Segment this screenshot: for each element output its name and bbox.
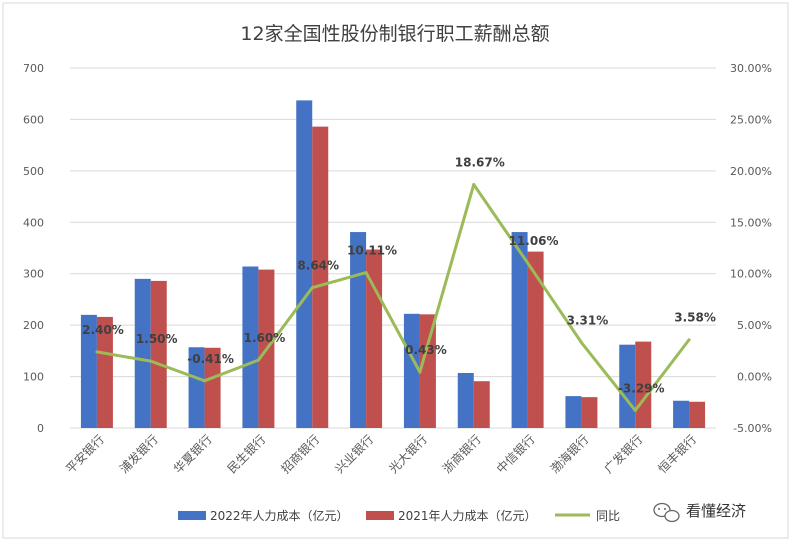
y-tick-label: 500 [23,165,44,178]
bar-2022 [403,313,420,428]
yoy-line [95,183,691,412]
yoy-point [203,379,207,383]
yoy-data-label: 1.60% [244,331,286,345]
bar-2021 [312,126,329,428]
y2-tick-label: 10.00% [730,268,772,281]
yoy-data-label: 0.43% [405,343,447,357]
yoy-point [310,286,314,290]
y2-tick-label: 30.00% [730,62,772,75]
yoy-point [256,358,260,362]
yoy-data-label: 2.40% [82,323,124,337]
y-axis-right: -5.00% 0.00% 5.00% 10.00% 15.00% 20.00% 25.00%… [730,62,772,435]
bar-2021 [689,401,706,428]
yoy-point [633,408,637,412]
y-tick-label: 700 [23,62,44,75]
legend-label-2022: 2022年人力成本（亿元） [210,508,349,523]
yoy-point [95,350,99,354]
bar-2022 [511,232,528,428]
yoy-data-label: 3.58% [674,311,716,325]
yoy-data-label: 1.50% [136,332,178,346]
y2-tick-label: 5.00% [737,319,772,332]
bar-2021 [96,316,113,428]
bar-2022 [350,232,367,428]
y2-tick-label: 0.00% [737,371,772,384]
yoy-data-label: 10.11% [347,244,397,258]
yoy-data-label: 3.31% [567,314,609,328]
yoy-point [364,271,368,275]
legend-swatch-2021 [366,511,394,520]
chart-border [2,2,789,539]
bar-2022 [673,400,690,428]
bar-2022 [134,278,151,428]
yoy-point [149,359,153,363]
yoy-point [472,183,476,187]
bar-2022 [296,100,313,429]
bar-2022 [188,347,205,428]
yoy-data-label: 18.67% [455,156,505,170]
yoy-line-path [96,183,691,412]
yoy-data-label: 8.64% [297,259,339,273]
yoy-data-label: 11.06% [509,234,559,248]
bar-2021 [473,381,490,428]
watermark: 看懂经济 [653,502,746,523]
y-tick-label: 200 [23,319,44,332]
legend-label-yoy: 同比 [596,509,620,523]
bar-2021 [204,347,221,428]
legend-label-2021: 2021年人力成本（亿元） [398,508,537,523]
yoy-point [418,370,422,374]
watermark-text: 看懂经济 [686,502,746,520]
y-tick-label: 100 [23,371,44,384]
bar-2022 [242,266,259,428]
yoy-data-label: -3.29% [618,381,665,395]
y2-tick-label: -5.00% [733,422,772,435]
legend: 2022年人力成本（亿元） 2021年人力成本（亿元） 同比 [178,508,620,523]
chart-title: 12家全国性股份制银行职工薪酬总额 [240,23,549,45]
yoy-data-label: -0.41% [187,352,234,366]
bars [80,100,706,429]
bar-2022 [457,372,474,428]
yoy-point [526,261,530,265]
bar-2022 [565,396,582,428]
y2-tick-label: 20.00% [730,165,772,178]
y-tick-label: 0 [37,422,44,435]
yoy-point [579,341,583,345]
bar-2021 [150,280,167,428]
wechat-icon [653,502,680,523]
bar-2022 [80,314,97,428]
bar-2021 [527,251,544,428]
y-tick-label: 300 [23,268,44,281]
y-tick-label: 600 [23,113,44,126]
y2-tick-label: 15.00% [730,216,772,229]
y-tick-label: 400 [23,216,44,229]
bar-2021 [419,314,436,428]
yoy-point [687,338,691,342]
y2-tick-label: 25.00% [730,113,772,126]
y-axis-left: 0 100 200 300 400 500 600 700 [23,62,44,435]
legend-swatch-2022 [178,511,206,520]
data-labels: 2.40% 1.50% -0.41% 1.60% 8.64% 10.11% 0.43% 18.… [82,156,716,396]
bar-2021 [581,397,598,428]
